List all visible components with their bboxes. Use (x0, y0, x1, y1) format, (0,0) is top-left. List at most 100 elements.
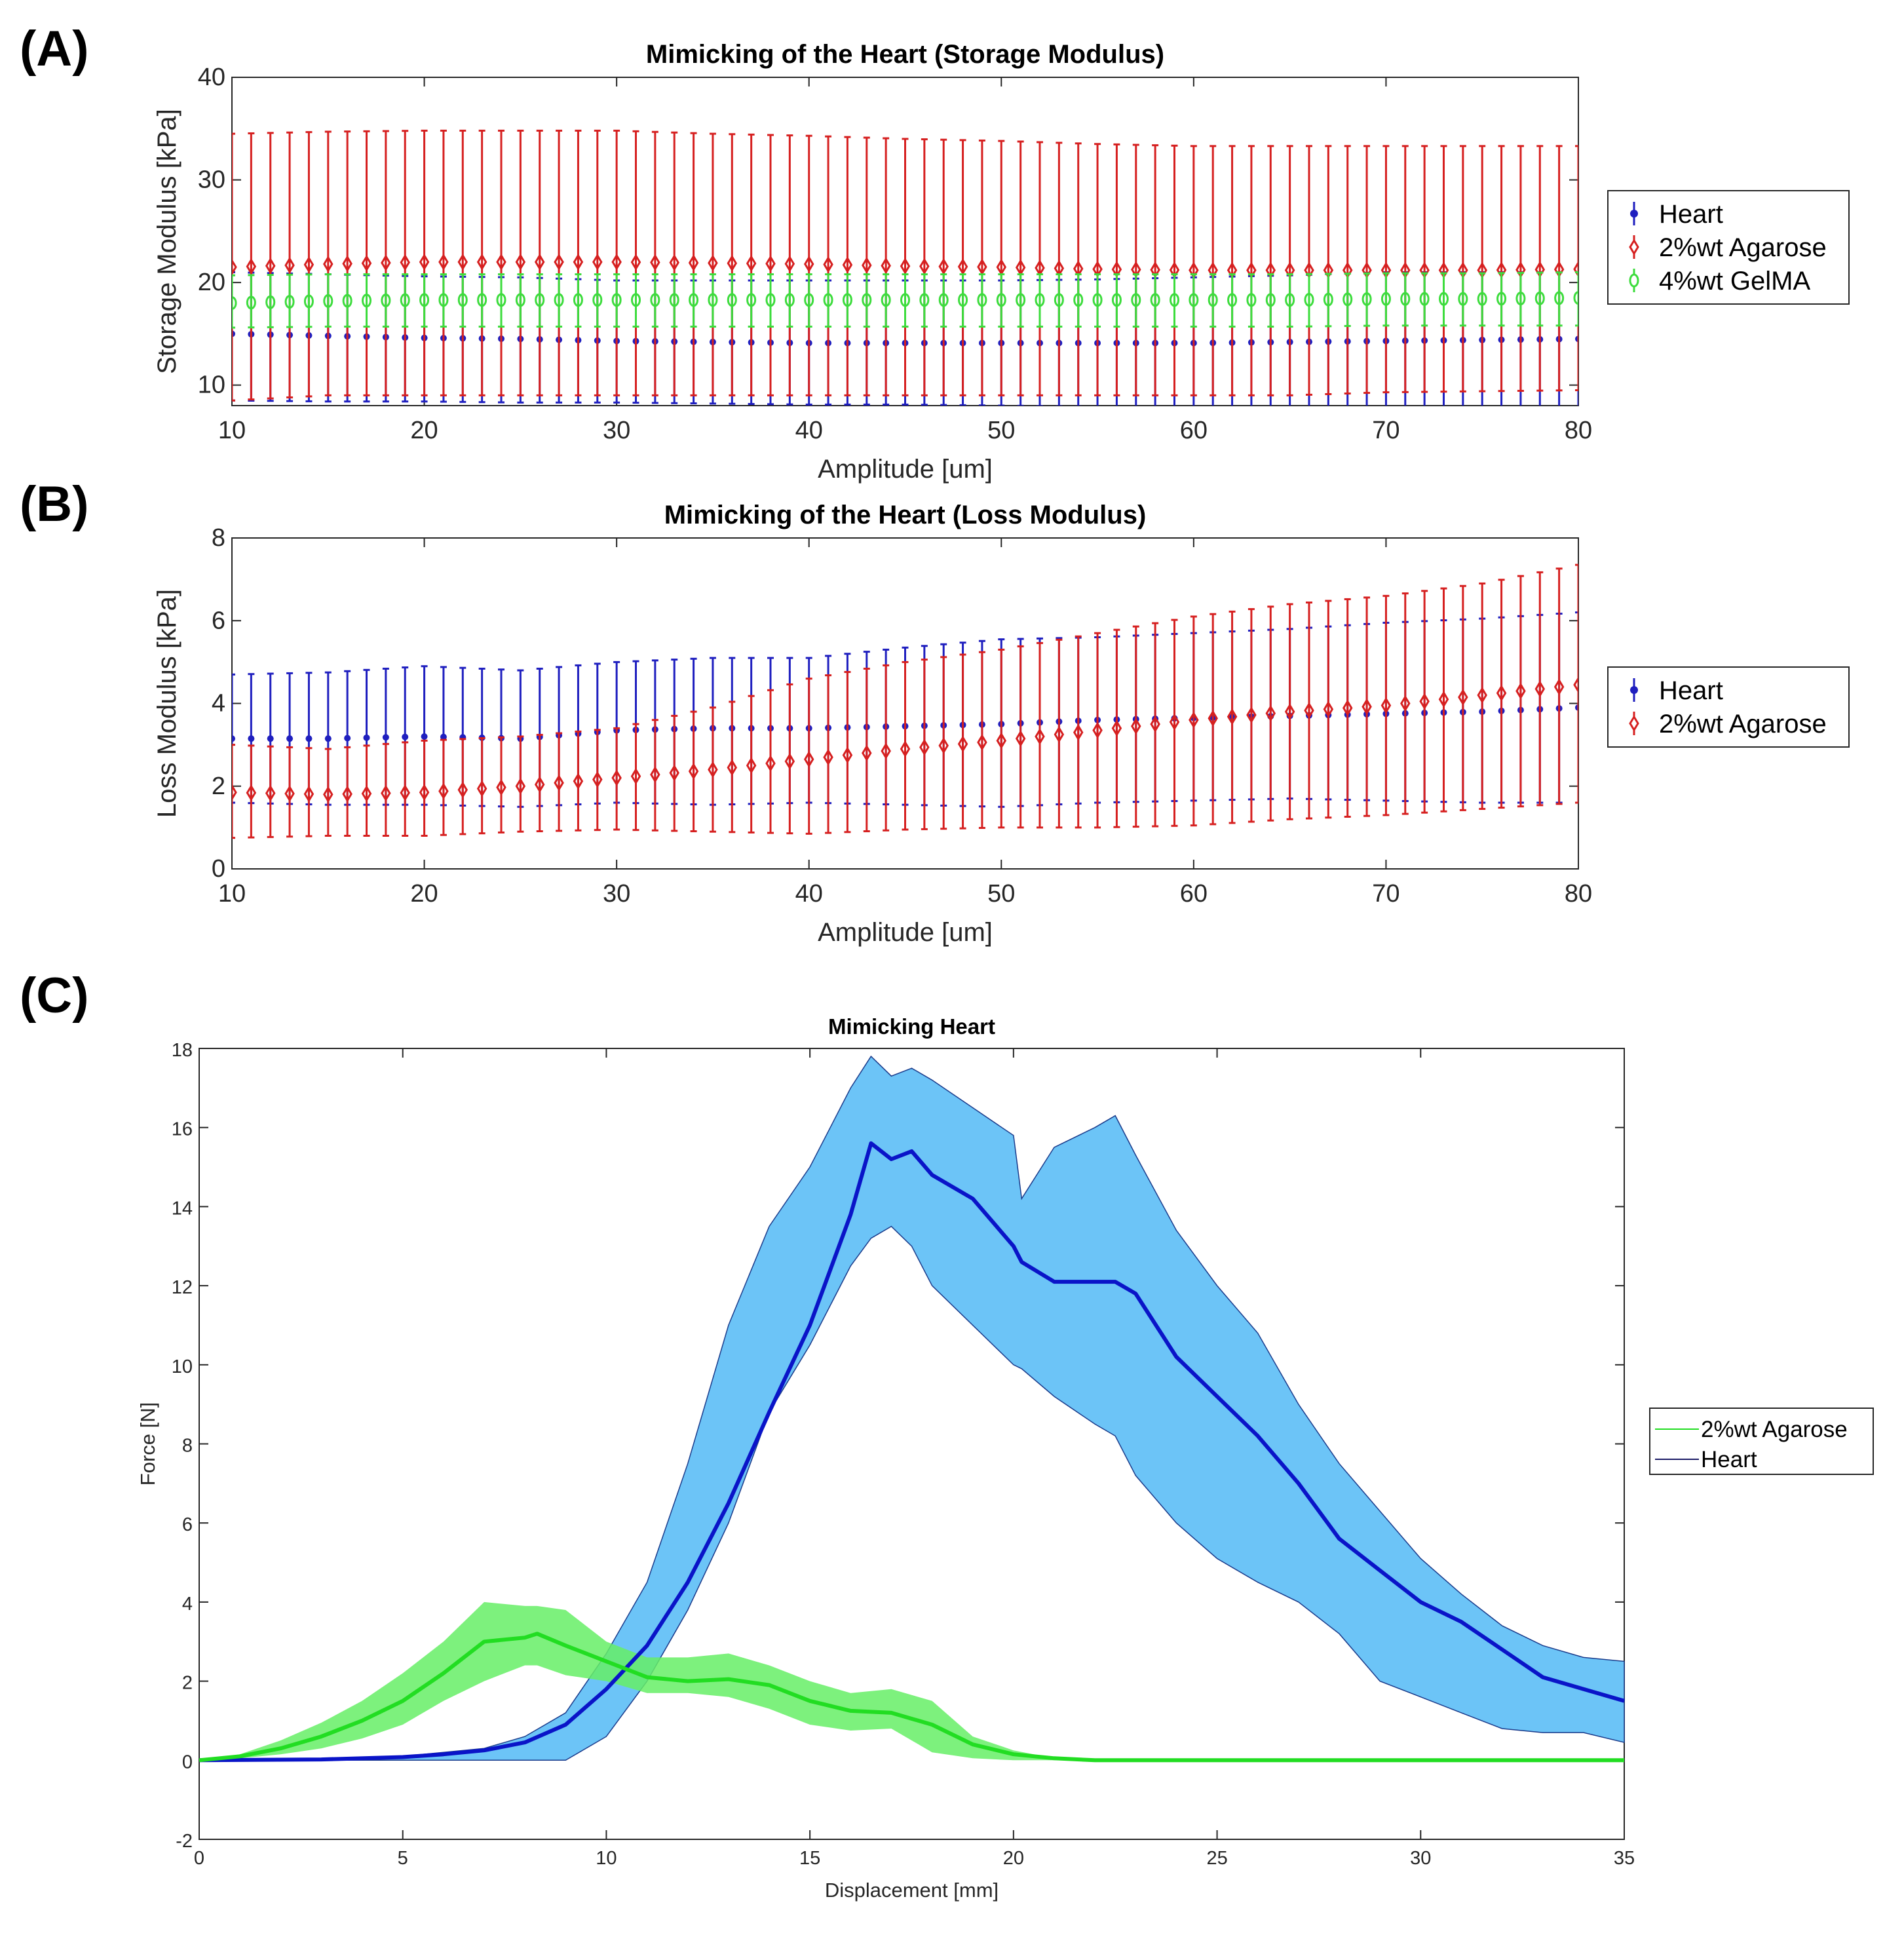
x-axis-label: Amplitude [um] (818, 455, 993, 484)
data-point (842, 746, 853, 764)
data-point (361, 254, 372, 272)
x-tick-label: 80 (1565, 880, 1592, 908)
data-point (1150, 293, 1160, 307)
data-point (248, 735, 255, 742)
data-point (477, 293, 487, 307)
data-point (1573, 676, 1578, 694)
data-point (1246, 706, 1257, 724)
data-point (1515, 292, 1526, 306)
data-point (611, 253, 622, 271)
data-point (1111, 293, 1122, 307)
x-tick-label: 25 (1206, 1848, 1227, 1869)
data-point (232, 735, 235, 742)
data-point (457, 781, 468, 799)
data-point (284, 256, 295, 274)
legend-label: 2%wt Agarose (1659, 233, 1827, 262)
data-point (1458, 292, 1468, 306)
legend: Heart 2%wt Agarose (1607, 666, 1850, 748)
data-point (265, 784, 276, 802)
data-point (323, 294, 333, 308)
plot-marks (232, 564, 1578, 839)
data-point (1131, 293, 1141, 307)
data-point (1361, 698, 1372, 716)
y-axis-label: Force [N] (136, 1402, 159, 1485)
x-tick-label: 30 (1410, 1848, 1431, 1869)
data-point (1208, 710, 1218, 727)
y-tick-label: 4 (212, 690, 225, 718)
y-tick-label: 18 (172, 1040, 193, 1061)
x-tick-label: 50 (987, 880, 1015, 908)
legend-item: Heart (1630, 200, 1723, 229)
data-point (1515, 682, 1526, 700)
data-point (303, 256, 314, 273)
y-tick-label: 0 (182, 1752, 193, 1772)
data-point (381, 293, 391, 307)
data-point (496, 778, 506, 796)
data-point (1111, 719, 1122, 737)
series-2-wt-agarose (232, 129, 1578, 402)
chart-title: Mimicking Heart (828, 1014, 995, 1039)
x-tick-label: 15 (799, 1848, 820, 1869)
data-point (1438, 691, 1449, 708)
data-point (958, 293, 968, 307)
data-point (1496, 684, 1507, 702)
panel-label-b: (B) (20, 476, 89, 532)
data-point (765, 755, 776, 772)
data-point (246, 784, 257, 801)
data-point (688, 763, 699, 780)
legend: Heart 2%wt Agarose 4%wt GelMA (1607, 190, 1850, 305)
data-point (784, 752, 795, 770)
data-point (630, 254, 641, 271)
data-point (688, 254, 699, 271)
data-point (303, 785, 314, 803)
data-point (476, 253, 487, 271)
data-point (534, 776, 545, 794)
x-tick-label: 60 (1180, 880, 1208, 908)
data-point (232, 258, 237, 276)
data-point (1285, 293, 1295, 307)
x-tick-label: 35 (1614, 1848, 1635, 1869)
data-point (1015, 730, 1026, 748)
data-point (419, 784, 430, 801)
data-point (362, 294, 371, 308)
data-point (400, 254, 410, 271)
y-tick-label: 0 (212, 855, 225, 883)
data-point (440, 733, 447, 740)
legend-item: Heart (1630, 676, 1723, 705)
data-point (823, 748, 833, 766)
data-point (554, 774, 564, 792)
data-point (232, 784, 237, 801)
data-point (1323, 292, 1333, 307)
data-point (438, 253, 449, 271)
data-point (669, 293, 679, 307)
data-point (1554, 291, 1565, 305)
data-point (727, 254, 738, 272)
mean-line-agarose (199, 1632, 1624, 1763)
y-axis-label: Storage Modulus [kPa] (153, 109, 181, 374)
data-point (881, 742, 891, 760)
data-point (457, 253, 468, 271)
data-point (1169, 713, 1180, 731)
data-point (303, 294, 314, 309)
data-point (381, 784, 391, 802)
legend-item: 2%wt Agarose (1629, 233, 1827, 262)
y-tick-label: 40 (198, 64, 225, 91)
data-point (1553, 678, 1565, 696)
data-point (804, 293, 814, 307)
data-point (784, 255, 795, 273)
y-tick-label: 16 (172, 1119, 193, 1140)
data-point (881, 257, 891, 275)
y-tick-label: 6 (182, 1514, 193, 1535)
data-point (1150, 716, 1160, 733)
data-point (765, 293, 776, 307)
data-point (1573, 291, 1578, 305)
data-point (342, 255, 352, 273)
data-point (1419, 693, 1430, 710)
data-point (267, 735, 274, 742)
y-tick-label: 2 (182, 1673, 193, 1694)
x-tick-label: 5 (398, 1848, 408, 1869)
x-tick-label: 0 (194, 1848, 204, 1869)
data-point (400, 293, 410, 307)
data-point (957, 258, 968, 275)
data-point (324, 735, 332, 742)
